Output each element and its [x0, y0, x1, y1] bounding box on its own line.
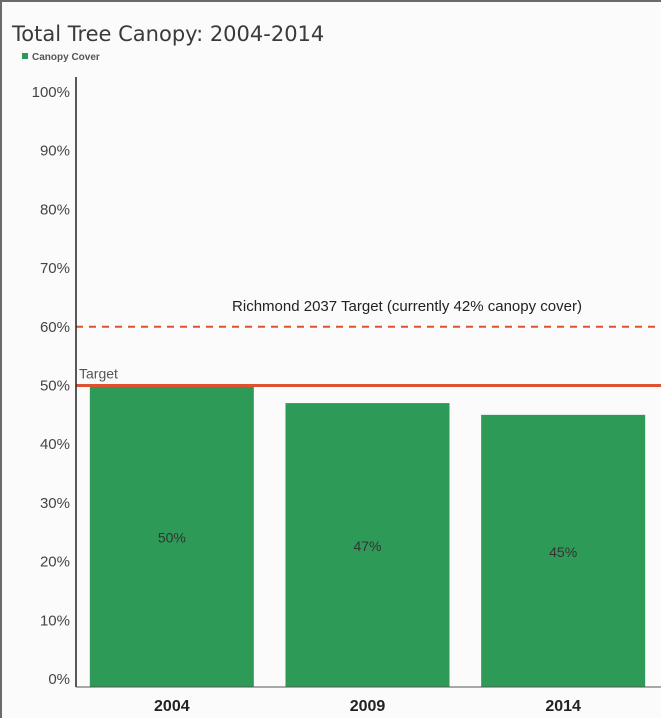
x-tick-label: 2014 — [545, 698, 581, 715]
bar-data-label: 50% — [158, 529, 186, 545]
y-tick-label: 100% — [32, 84, 70, 101]
chart-title: Total Tree Canopy: 2004-2014 — [11, 22, 324, 46]
legend-label: Canopy Cover — [32, 52, 100, 63]
y-axis-ticks: 0% 10% 20% 30% 40% 50% 60% 70% 80% 90% 100% — [32, 84, 70, 688]
bar — [89, 385, 254, 687]
legend-swatch — [22, 53, 28, 59]
x-tick-label: 2009 — [350, 698, 386, 715]
reference-lines: Target Richmond 2037 Target (currently 42… — [76, 298, 661, 387]
y-tick-label: 40% — [40, 436, 70, 453]
y-tick-label: 20% — [40, 554, 70, 571]
bar — [285, 403, 450, 687]
y-tick-label: 80% — [40, 201, 70, 218]
bar — [481, 414, 646, 687]
y-tick-label: 70% — [40, 260, 70, 277]
bar-data-label: 45% — [549, 544, 577, 560]
reference-line-label: Target — [79, 366, 118, 382]
bar-data-label: 47% — [353, 538, 381, 554]
x-tick-label: 2004 — [154, 698, 190, 715]
y-tick-label: 90% — [40, 143, 70, 160]
reference-line-label: Richmond 2037 Target (currently 42% cano… — [232, 298, 582, 315]
y-tick-label: 10% — [40, 612, 70, 629]
x-axis-ticks: 2004 2009 2014 — [154, 698, 581, 715]
bars: 50% 47% 45% — [89, 385, 646, 687]
y-tick-label: 60% — [40, 319, 70, 336]
y-tick-label: 30% — [40, 495, 70, 512]
y-tick-label: 50% — [40, 378, 70, 395]
y-tick-label: 0% — [48, 671, 70, 688]
